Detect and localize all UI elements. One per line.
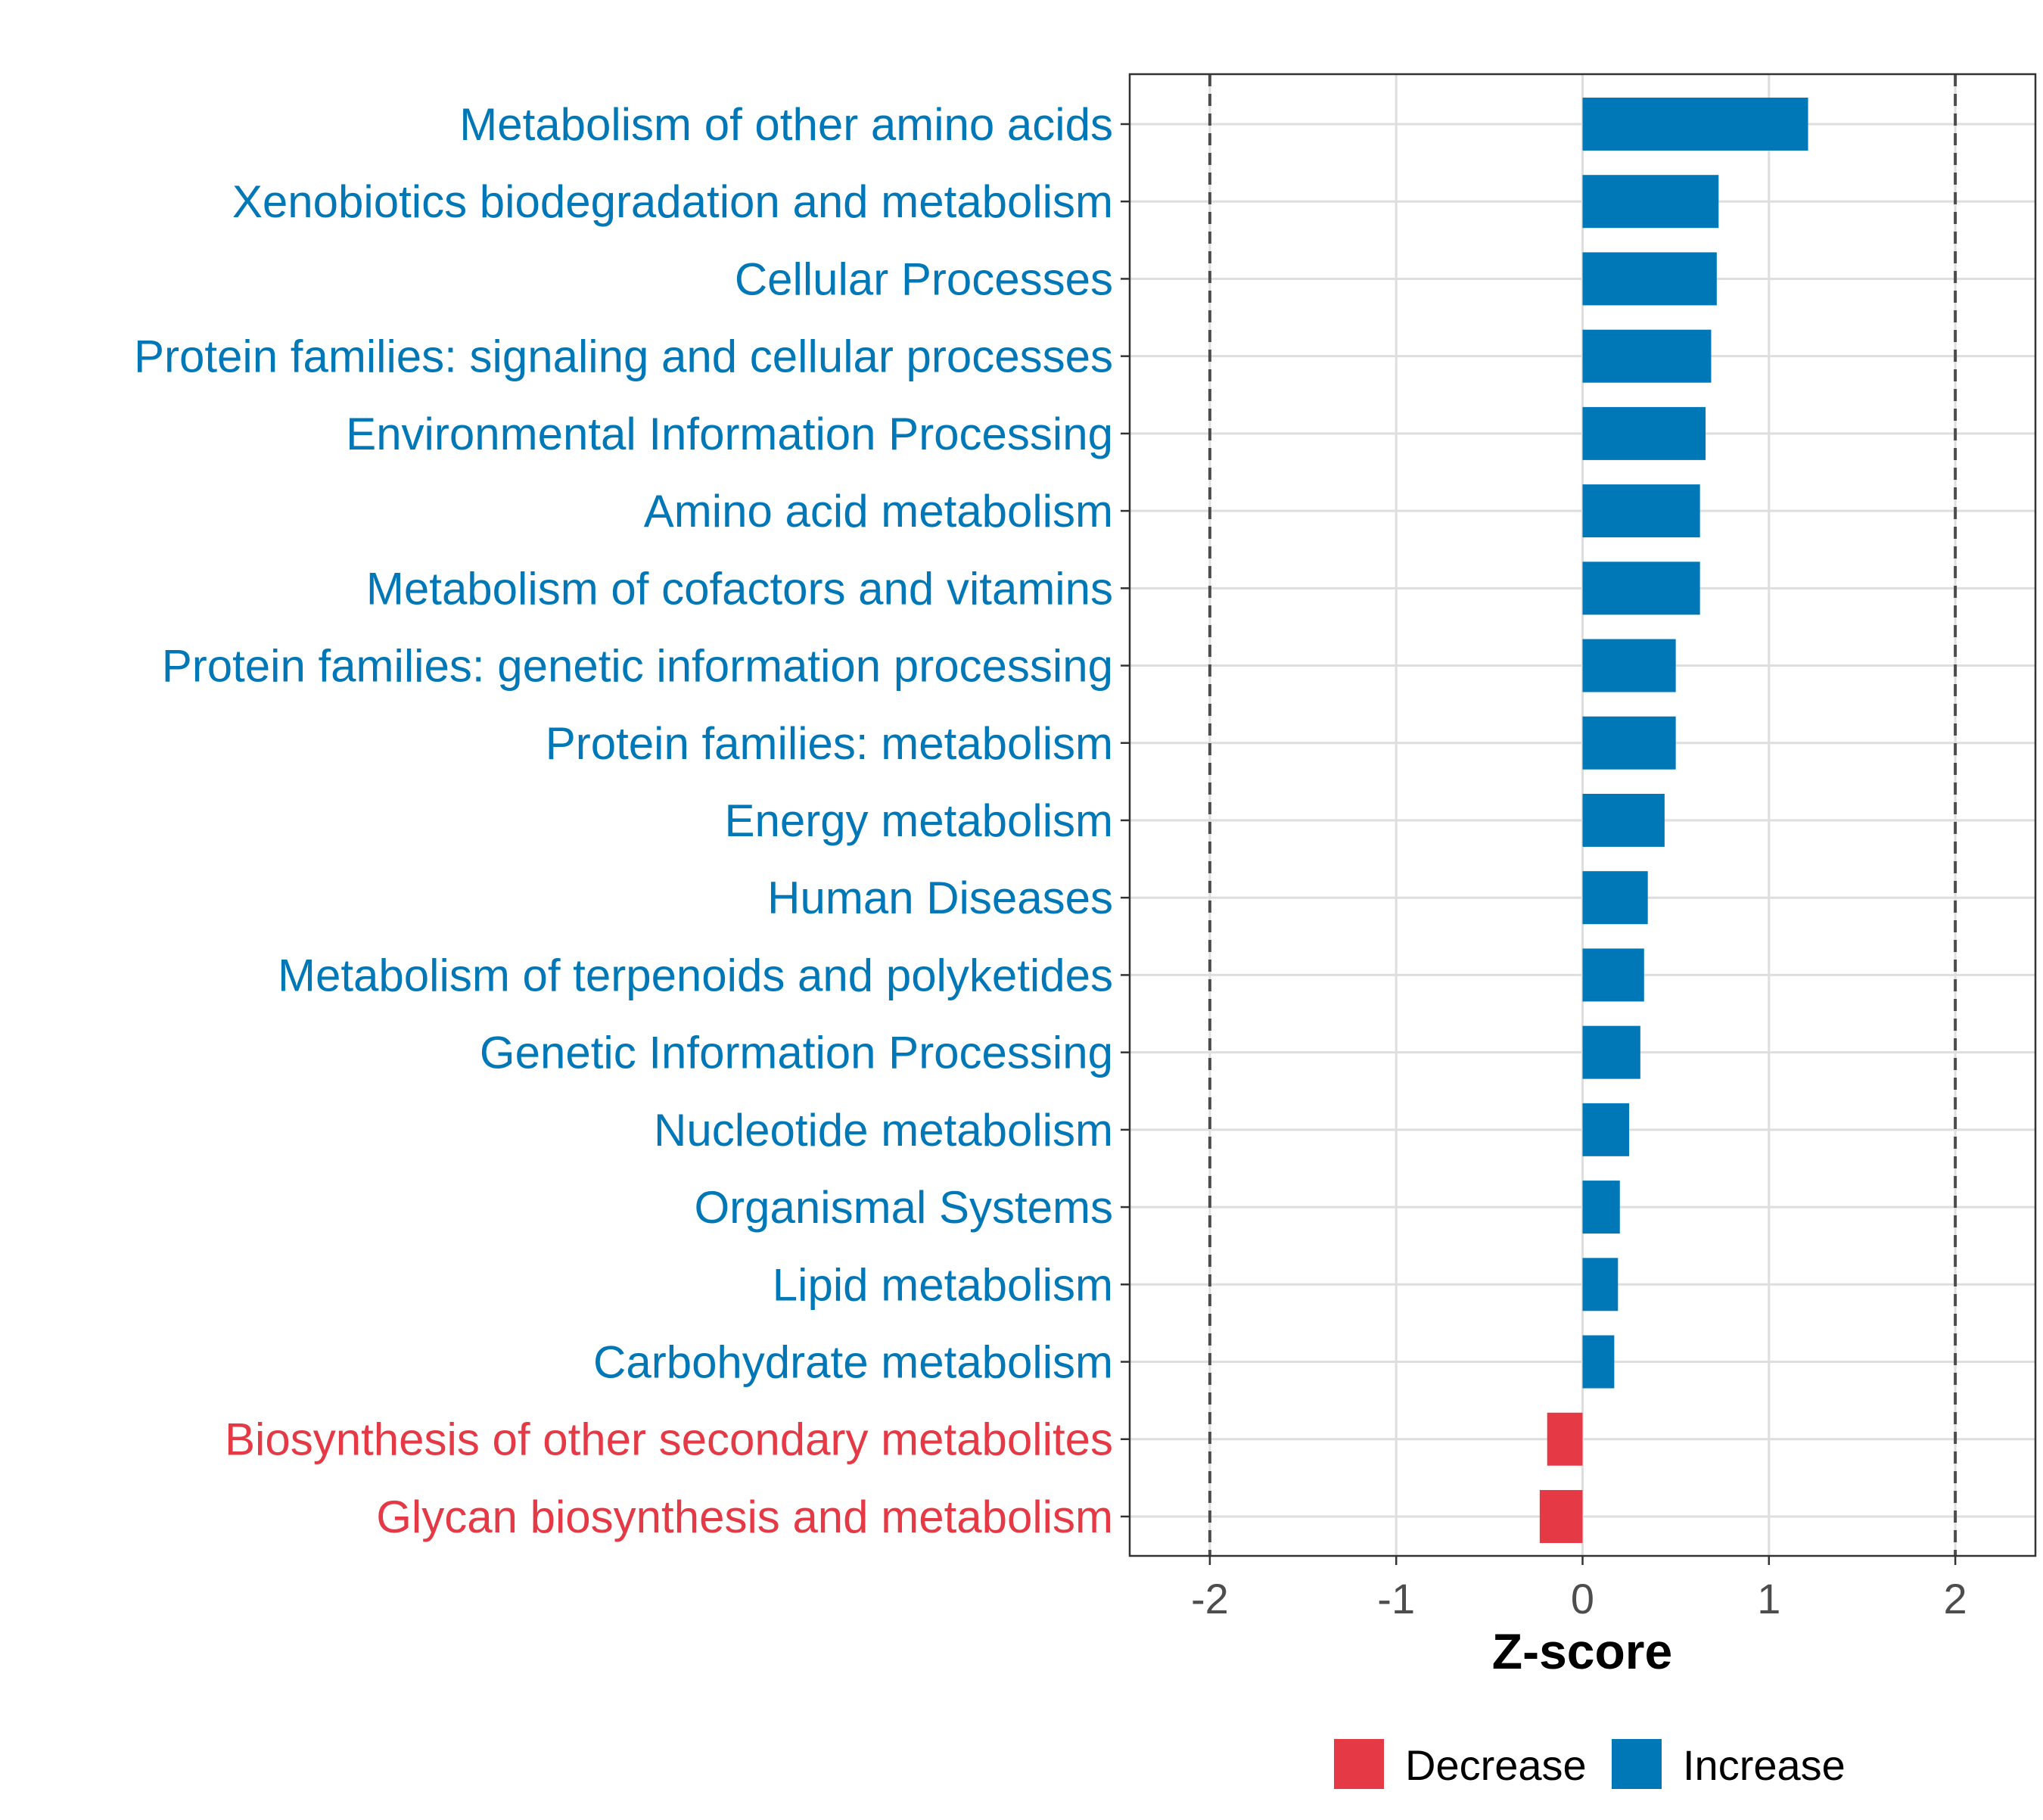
bar (1582, 1025, 1640, 1079)
bar (1539, 1489, 1583, 1543)
legend-label-increase: Increase (1683, 1741, 1846, 1789)
category-label: Xenobiotics biodegradation and metabolis… (232, 176, 1113, 227)
bar (1582, 175, 1719, 229)
category-label: Metabolism of cofactors and vitamins (366, 563, 1113, 614)
x-tick-label: 1 (1757, 1575, 1780, 1622)
category-label: Cellular Processes (735, 254, 1113, 304)
legend-label-decrease: Decrease (1405, 1741, 1587, 1789)
bar (1582, 1335, 1615, 1389)
category-label: Organismal Systems (695, 1182, 1113, 1233)
category-label: Genetic Information Processing (480, 1028, 1113, 1078)
category-label: Glycan biosynthesis and metabolism (376, 1492, 1113, 1542)
legend: Decrease Increase (1334, 1739, 1846, 1789)
bar (1582, 98, 1808, 151)
category-label: Energy metabolism (724, 795, 1113, 846)
bar (1582, 562, 1700, 615)
bar (1582, 639, 1676, 692)
y-axis-category-labels: Metabolism of other amino acids Xenobioti… (134, 99, 1113, 1542)
bar (1582, 716, 1676, 770)
bar (1582, 948, 1644, 1002)
x-tick-label: -2 (1191, 1575, 1229, 1622)
category-label: Metabolism of other amino acids (459, 99, 1113, 150)
x-tick-label: 0 (1571, 1575, 1594, 1622)
category-label: Amino acid metabolism (644, 486, 1113, 537)
x-tick-label: -1 (1377, 1575, 1415, 1622)
bar (1582, 1181, 1620, 1234)
bar (1582, 252, 1717, 306)
x-tick-label: 2 (1944, 1575, 1967, 1622)
category-label: Carbohydrate metabolism (593, 1337, 1113, 1388)
bar (1547, 1412, 1583, 1466)
bar (1582, 484, 1700, 538)
y-axis-ticks (1121, 123, 1130, 1518)
bar (1582, 329, 1712, 383)
category-label: Protein families: signaling and cellular… (134, 331, 1113, 382)
x-axis-title: Z-score (1492, 1623, 1672, 1679)
category-label: Nucleotide metabolism (654, 1105, 1113, 1156)
bar (1582, 793, 1665, 847)
category-label: Human Diseases (767, 873, 1113, 923)
category-label: Lipid metabolism (773, 1259, 1113, 1310)
legend-swatch-decrease (1334, 1739, 1384, 1789)
category-label: Metabolism of terpenoids and polyketides (278, 950, 1113, 1000)
bar (1582, 406, 1706, 460)
category-label: Biosynthesis of other secondary metaboli… (225, 1414, 1113, 1465)
category-label: Protein families: metabolism (546, 718, 1113, 769)
legend-swatch-increase (1612, 1739, 1662, 1789)
x-axis-ticks: -2 -1 0 1 2 (1191, 1556, 1967, 1622)
bar (1582, 1103, 1630, 1156)
category-label: Protein families: genetic information pr… (162, 641, 1113, 692)
category-label: Environmental Information Processing (346, 409, 1113, 459)
bar (1582, 871, 1648, 925)
bars (1539, 98, 1808, 1543)
bar (1582, 1258, 1619, 1311)
reference-lines (1208, 74, 1957, 1556)
